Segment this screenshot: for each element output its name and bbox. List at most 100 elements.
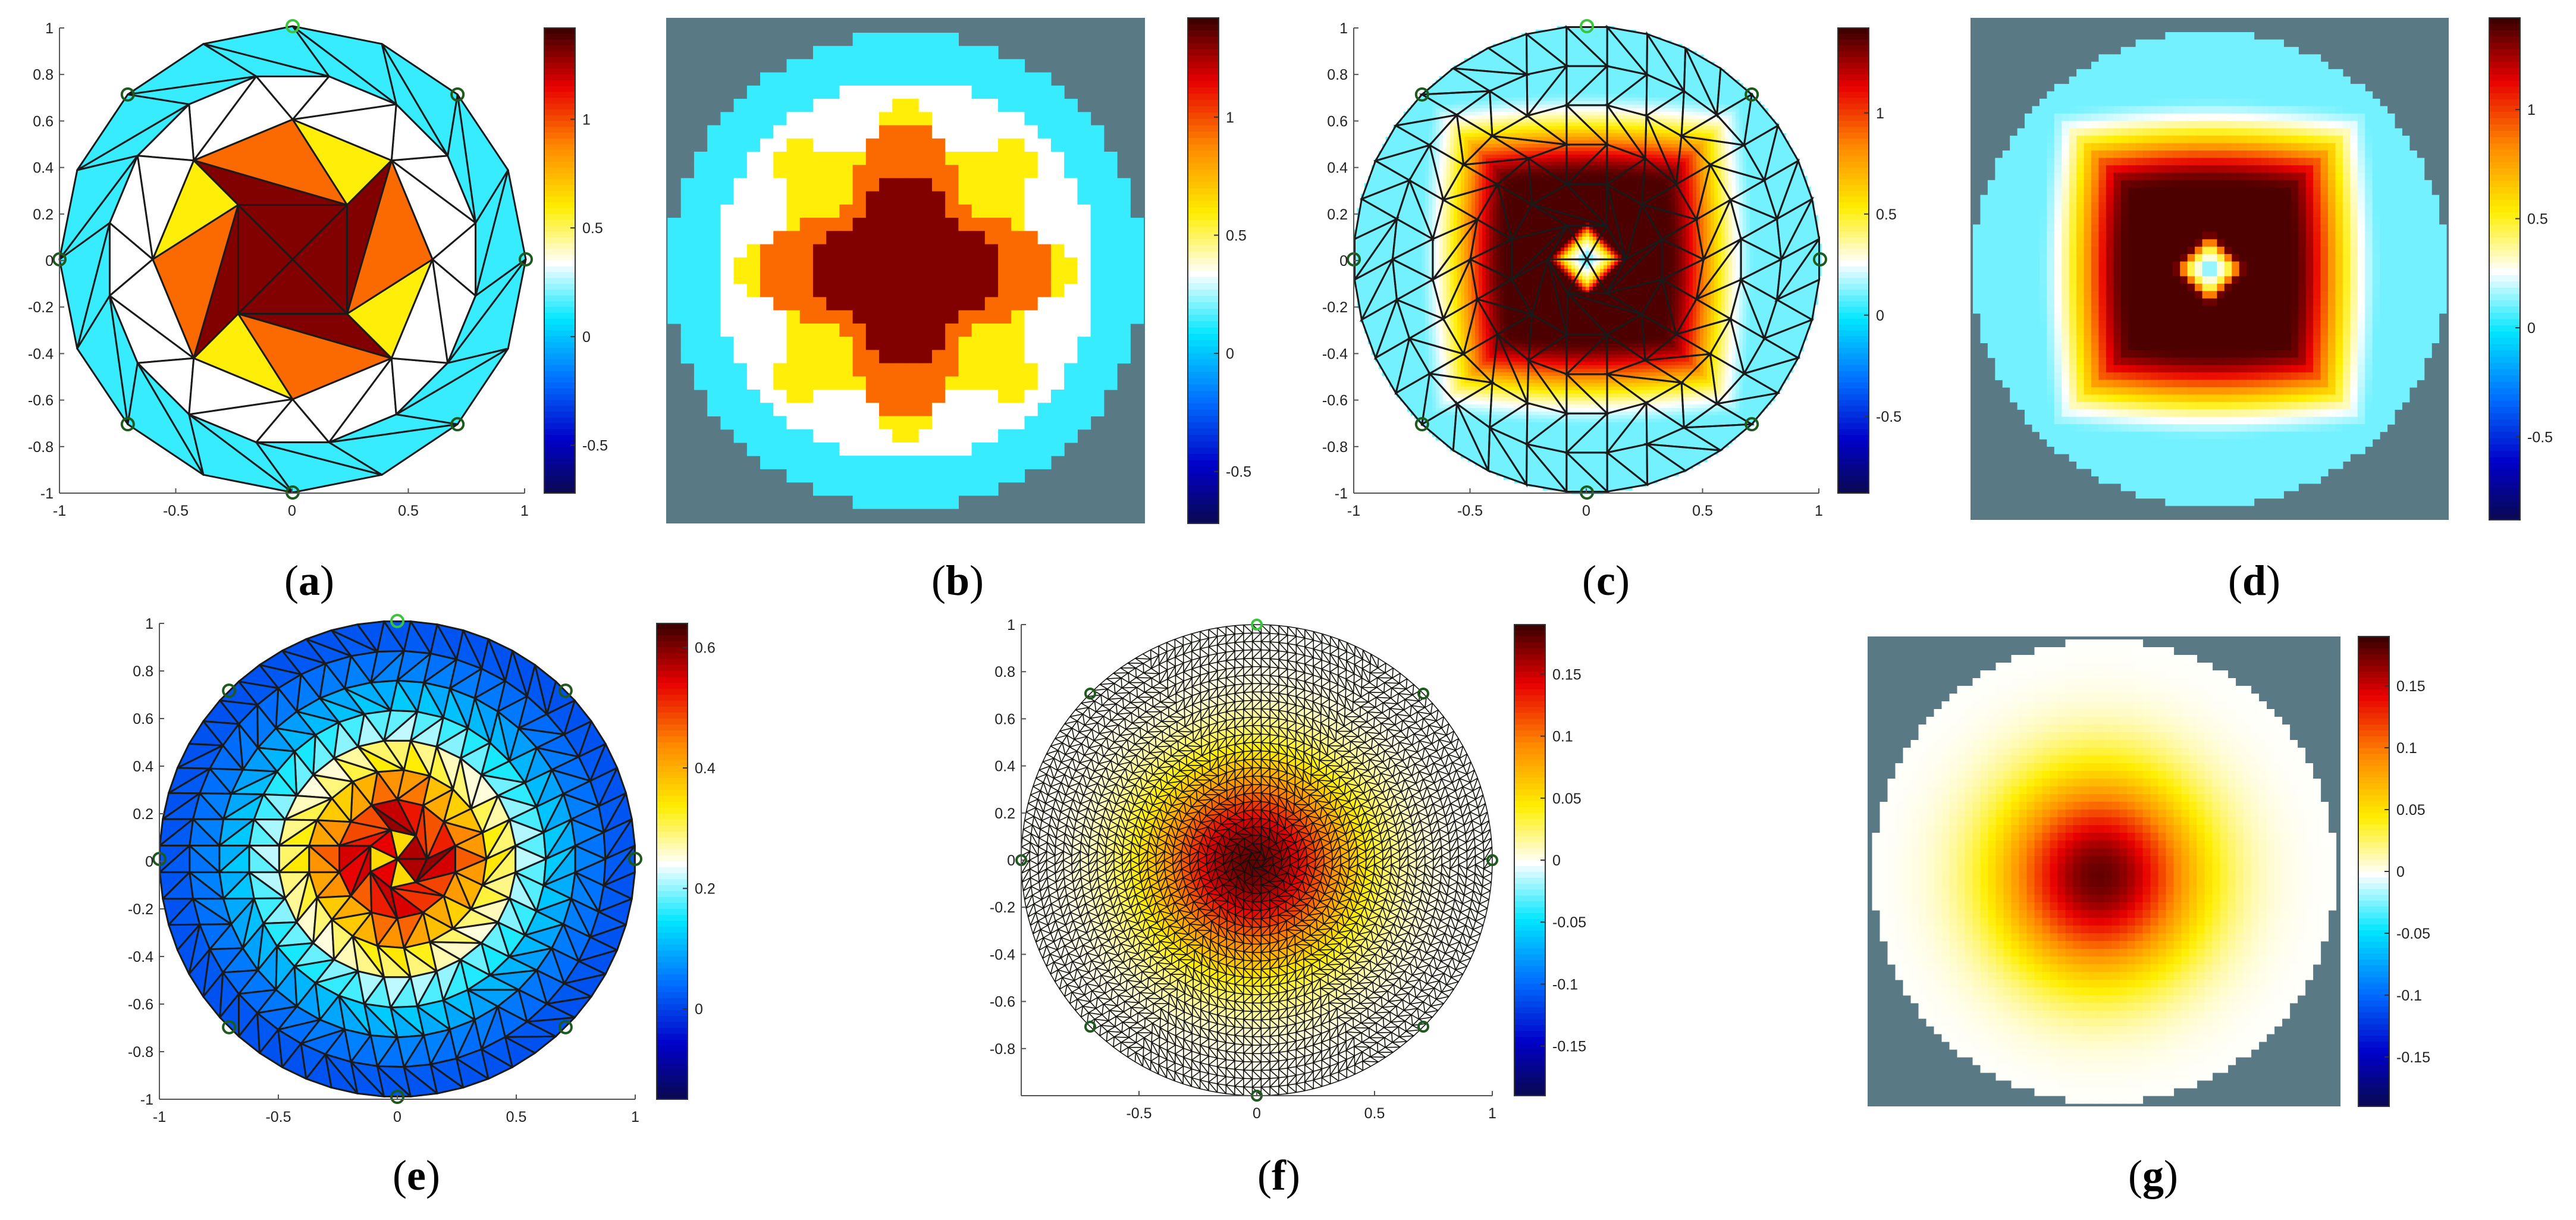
- image-pixel: [866, 33, 880, 46]
- image-pixel: [1064, 429, 1078, 443]
- image-pixel: [866, 178, 880, 192]
- image-pixel: [1051, 377, 1065, 390]
- image-pixel: [866, 271, 880, 284]
- image-pixel: [826, 363, 840, 377]
- image-pixel: [853, 324, 867, 337]
- image-pixel: [1104, 297, 1118, 311]
- image-pixel: [1011, 469, 1025, 482]
- image-pixel: [879, 495, 893, 509]
- image-pixel: [932, 443, 946, 456]
- colorbar-segment: [544, 109, 575, 116]
- image-pixel: [1077, 416, 1091, 429]
- colorbar-segment: [1188, 264, 1219, 271]
- image-pixel: [1038, 86, 1052, 99]
- image-pixel: [734, 284, 748, 297]
- colorbar-segment: [544, 225, 575, 232]
- image-pixel: [813, 271, 827, 284]
- image-pixel: [734, 337, 748, 350]
- colorbar-segment: [544, 429, 575, 435]
- image-pixel: [681, 350, 695, 363]
- image-pixel: [839, 165, 853, 178]
- image-pixel: [853, 350, 867, 363]
- image-pixel: [853, 46, 867, 59]
- image-pixel: [813, 86, 827, 99]
- image-pixel: [906, 46, 920, 59]
- image-pixel: [998, 231, 1012, 244]
- image-pixel: [720, 337, 734, 350]
- image-pixel: [1064, 377, 1078, 390]
- image-pixel: [826, 205, 840, 218]
- colorbar-segment: [1188, 233, 1219, 240]
- image-pixel: [1038, 324, 1052, 337]
- colorbar-segment: [544, 162, 575, 168]
- image-pixel: [985, 258, 999, 271]
- image-pixel: [892, 271, 906, 284]
- image-pixel: [1025, 311, 1038, 324]
- image-pixel: [747, 178, 761, 192]
- image-pixel: [813, 284, 827, 297]
- image-pixel: [1077, 324, 1091, 337]
- image-pixel: [1077, 297, 1091, 311]
- image-pixel: [773, 178, 787, 192]
- image-pixel: [813, 192, 827, 205]
- image-pixel: [958, 244, 972, 258]
- image-pixel: [1064, 178, 1078, 192]
- image-pixel: [760, 337, 774, 350]
- image-pixel: [866, 377, 880, 390]
- image-pixel: [800, 416, 814, 429]
- image-pixel: [707, 350, 721, 363]
- image-pixel: [813, 429, 827, 443]
- image-pixel: [958, 482, 972, 496]
- image-pixel: [1038, 231, 1052, 244]
- image-pixel: [787, 390, 801, 403]
- image-pixel: [773, 337, 787, 350]
- image-pixel: [1051, 297, 1065, 311]
- image-pixel: [787, 218, 801, 231]
- image-pixel: [866, 205, 880, 218]
- image-pixel: [945, 350, 959, 363]
- image-pixel: [787, 271, 801, 284]
- image-pixel: [839, 456, 853, 469]
- colorbar-segment: [544, 307, 575, 313]
- image-pixel: [720, 311, 734, 324]
- image-pixel: [707, 403, 721, 416]
- image-pixel: [972, 443, 986, 456]
- image-pixel: [1011, 284, 1025, 297]
- image-pixel: [958, 126, 972, 139]
- image-pixel: [720, 297, 734, 311]
- image-pixel: [1025, 231, 1038, 244]
- colorbar-segment: [544, 28, 575, 35]
- image-pixel: [932, 469, 946, 482]
- image-pixel: [800, 192, 814, 205]
- image-pixel: [985, 165, 999, 178]
- image-pixel: [800, 99, 814, 112]
- image-pixel: [853, 86, 867, 99]
- image-pixel: [839, 324, 853, 337]
- image-pixel: [1077, 178, 1091, 192]
- image-pixel: [720, 377, 734, 390]
- image-pixel: [773, 231, 787, 244]
- image-pixel: [906, 99, 920, 112]
- colorbar-segment: [1188, 43, 1219, 51]
- image-pixel: [787, 297, 801, 311]
- image-pixel: [760, 271, 774, 284]
- colorbar-segment: [1188, 30, 1219, 37]
- image-pixel: [813, 258, 827, 271]
- y-tick-label: 0.8: [33, 67, 54, 83]
- image-pixel: [998, 59, 1012, 73]
- colorbar-segment: [1188, 189, 1219, 196]
- image-pixel: [958, 112, 972, 126]
- image-pixel: [694, 324, 708, 337]
- image-pixel: [787, 99, 801, 112]
- image-pixel: [1064, 165, 1078, 178]
- image-pixel: [1104, 363, 1118, 377]
- image-pixel: [1038, 311, 1052, 324]
- image-pixel: [1117, 350, 1131, 363]
- image-pixel: [892, 350, 906, 363]
- image-pixel: [734, 218, 748, 231]
- x-tick-label: -0.5: [163, 503, 189, 519]
- y-tick-label: 1: [45, 20, 54, 37]
- image-pixel: [972, 271, 986, 284]
- image-pixel: [773, 416, 787, 429]
- image-pixel: [958, 46, 972, 59]
